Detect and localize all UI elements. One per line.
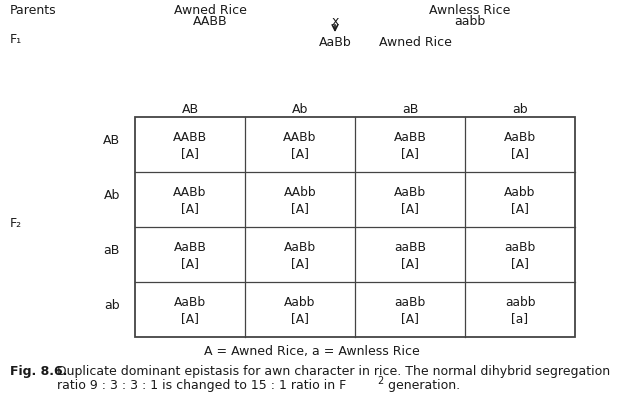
Text: aaBB: aaBB: [394, 241, 426, 254]
Text: [A]: [A]: [291, 257, 309, 270]
Text: F₂: F₂: [10, 216, 22, 229]
Text: F₁: F₁: [10, 33, 22, 46]
Text: aabb: aabb: [454, 15, 485, 28]
Text: aaBb: aaBb: [504, 241, 535, 254]
Text: [a]: [a]: [512, 312, 529, 325]
Text: aB: aB: [104, 244, 120, 257]
Text: AaBB: AaBB: [394, 131, 426, 144]
Text: ab: ab: [512, 103, 528, 116]
Text: aaBb: aaBb: [394, 296, 426, 309]
Text: [A]: [A]: [181, 147, 199, 160]
Text: AABb: AABb: [283, 131, 317, 144]
Text: AaBb: AaBb: [394, 186, 426, 199]
Text: [A]: [A]: [401, 202, 419, 215]
Text: AAbb: AAbb: [284, 186, 316, 199]
Text: AaBb: AaBb: [174, 296, 206, 309]
Text: AABB: AABB: [173, 131, 207, 144]
Text: Ab: Ab: [104, 189, 120, 202]
Text: Duplicate dominant epistasis for awn character in rice. The normal dihybrid segr: Duplicate dominant epistasis for awn cha…: [57, 365, 610, 378]
Text: [A]: [A]: [401, 312, 419, 325]
Bar: [135, 117, 575, 337]
Text: [A]: [A]: [511, 147, 529, 160]
Text: 2: 2: [377, 376, 383, 386]
Text: [A]: [A]: [511, 257, 529, 270]
Text: generation.: generation.: [384, 379, 460, 392]
Text: [A]: [A]: [291, 147, 309, 160]
Text: Aabb: Aabb: [285, 296, 316, 309]
Text: AaBb: AaBb: [284, 241, 316, 254]
Text: [A]: [A]: [291, 312, 309, 325]
Text: aabb: aabb: [505, 296, 535, 309]
Text: AB: AB: [103, 134, 120, 147]
Text: [A]: [A]: [401, 147, 419, 160]
Text: [A]: [A]: [181, 257, 199, 270]
Text: Aabb: Aabb: [504, 186, 535, 199]
Text: A = Awned Rice, a = Awnless Rice: A = Awned Rice, a = Awnless Rice: [204, 345, 420, 358]
Text: Awned Rice: Awned Rice: [173, 4, 246, 17]
Text: AABB: AABB: [193, 15, 227, 28]
Text: AABb: AABb: [173, 186, 207, 199]
Text: Awnless Rice: Awnless Rice: [429, 4, 510, 17]
Text: [A]: [A]: [291, 202, 309, 215]
Text: Fig. 8.6.: Fig. 8.6.: [10, 365, 67, 378]
Text: x: x: [331, 15, 339, 28]
Text: [A]: [A]: [181, 202, 199, 215]
Text: Parents: Parents: [10, 4, 57, 17]
Text: [A]: [A]: [181, 312, 199, 325]
Text: Ab: Ab: [292, 103, 308, 116]
Text: AaBb: AaBb: [504, 131, 536, 144]
Text: AB: AB: [182, 103, 198, 116]
Text: Awned Rice: Awned Rice: [379, 36, 451, 49]
Text: AaBb: AaBb: [319, 36, 351, 49]
Text: AaBB: AaBB: [173, 241, 207, 254]
Text: ratio 9 : 3 : 3 : 1 is changed to 15 : 1 ratio in F: ratio 9 : 3 : 3 : 1 is changed to 15 : 1…: [57, 379, 346, 392]
Text: [A]: [A]: [511, 202, 529, 215]
Text: [A]: [A]: [401, 257, 419, 270]
Text: aB: aB: [402, 103, 418, 116]
Text: ab: ab: [104, 299, 120, 312]
